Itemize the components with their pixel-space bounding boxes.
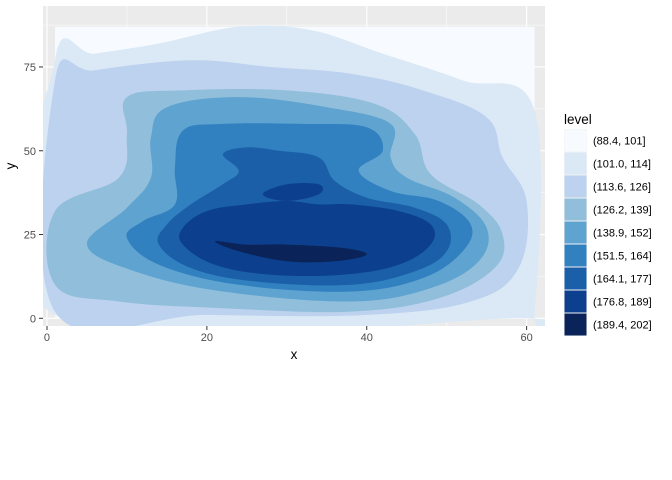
legend-key-swatch bbox=[564, 244, 587, 267]
legend-key-swatch bbox=[564, 129, 587, 152]
contour-band bbox=[214, 240, 367, 263]
y-tick-label: 75 bbox=[24, 62, 36, 74]
legend-entry-label: (151.5, 164] bbox=[593, 251, 652, 263]
legend-key-swatch bbox=[564, 198, 587, 221]
legend-entry-label: (88.4, 101] bbox=[593, 136, 646, 148]
legend-entry-label: (101.0, 114] bbox=[593, 159, 651, 171]
y-axis-title: y bbox=[3, 162, 18, 169]
contour-band bbox=[179, 201, 435, 277]
x-axis-title: x bbox=[291, 347, 298, 362]
legend-key-swatch bbox=[564, 313, 587, 336]
legend-key-swatch bbox=[564, 152, 587, 175]
legend-key-swatch bbox=[564, 267, 587, 290]
x-tick-label: 20 bbox=[201, 332, 213, 344]
y-tick-label: 50 bbox=[24, 146, 36, 158]
legend-entry-label: (189.4, 202] bbox=[593, 320, 652, 332]
x-tick-label: 60 bbox=[520, 332, 532, 344]
x-axis: 0 20 40 60 bbox=[44, 326, 533, 344]
y-axis: 0 25 50 75 bbox=[24, 62, 43, 325]
contour-bands bbox=[43, 25, 545, 326]
x-tick-label: 40 bbox=[361, 332, 373, 344]
legend: level (88.4, 101] (101.0, 114] (113.6, 126… bbox=[564, 112, 652, 336]
x-tick-label: 0 bbox=[44, 332, 50, 344]
y-tick-label: 0 bbox=[30, 313, 36, 325]
legend-entry-label: (126.2, 139] bbox=[593, 205, 652, 217]
legend-key-swatch bbox=[564, 290, 587, 313]
contour-band bbox=[262, 182, 324, 201]
legend-key-swatch bbox=[564, 175, 587, 198]
legend-entry-label: (164.1, 177] bbox=[593, 274, 652, 286]
legend-entry-label: (176.8, 189] bbox=[593, 297, 652, 309]
legend-title: level bbox=[564, 112, 592, 127]
legend-entry-label: (113.6, 126] bbox=[593, 182, 651, 194]
y-tick-label: 25 bbox=[24, 230, 36, 242]
legend-key-swatch bbox=[564, 221, 587, 244]
legend-entry-label: (138.9, 152] bbox=[593, 228, 652, 240]
